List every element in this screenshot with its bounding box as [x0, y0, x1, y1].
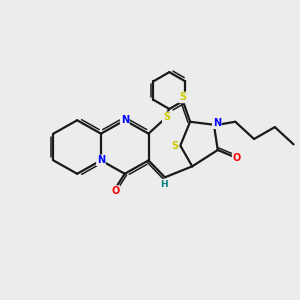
Text: N: N [213, 118, 221, 128]
Text: S: S [171, 140, 178, 151]
Text: S: S [179, 92, 186, 102]
Text: O: O [233, 153, 241, 163]
Text: S: S [163, 112, 170, 122]
Text: N: N [121, 115, 129, 125]
Text: H: H [160, 180, 168, 189]
Text: O: O [111, 186, 119, 196]
Text: N: N [97, 155, 105, 165]
